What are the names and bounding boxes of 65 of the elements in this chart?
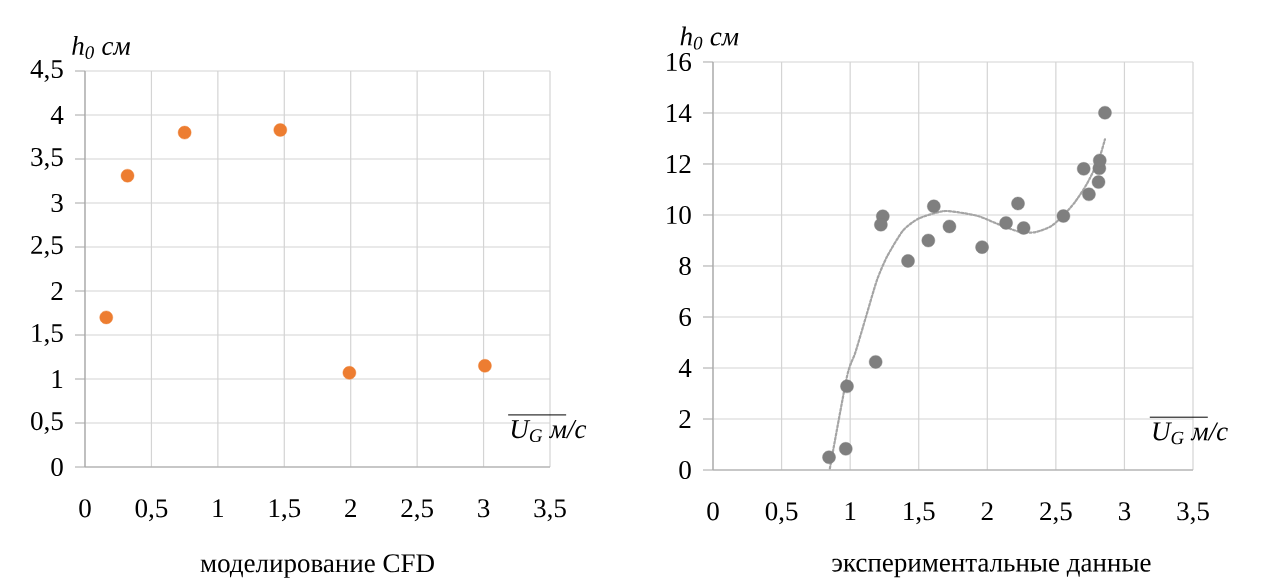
text: моделирование CFD (200, 554, 434, 578)
x-tick-label: 1,5 (904, 502, 935, 525)
y-tick-label: 10 (667, 205, 691, 225)
x-tick-label: 1 (845, 502, 856, 521)
point (874, 217, 888, 232)
x-tick-label: 2 (981, 502, 993, 521)
x-tick-label: 3 (478, 499, 490, 518)
x-tick-label: 0 (707, 502, 719, 521)
y-tick-label: 4 (678, 359, 692, 377)
point (942, 219, 957, 234)
x-axis-title: U$_{G}$ м/с (511, 420, 587, 443)
y-tick-label: 1,5 (32, 324, 63, 346)
x-tick-label: 2,5 (1040, 502, 1072, 525)
point (1098, 106, 1112, 120)
point (1077, 162, 1091, 176)
point (177, 125, 192, 140)
x-tick-label: 3,5 (534, 499, 566, 522)
point (868, 355, 883, 369)
y-tick-label: 14 (667, 104, 692, 122)
y-tick-label: 3 (51, 193, 63, 213)
x-tick-label: 2,5 (401, 499, 433, 522)
point (342, 366, 357, 380)
x-tick-label: 1 (213, 499, 223, 518)
y-tick-label: 2 (679, 410, 691, 428)
point (927, 199, 941, 214)
point (1082, 187, 1096, 202)
y-tick-label: 8 (679, 256, 691, 276)
x-axis-title: U$_{G}$ м/с (1153, 422, 1228, 445)
y-tick-label: 0,5 (31, 411, 63, 435)
point (1016, 221, 1031, 235)
point (901, 254, 915, 268)
x-tick-label: 3,5 (1177, 502, 1209, 525)
y-tick-label: 0 (679, 460, 691, 480)
point (478, 359, 492, 373)
x-tick-label: 0,5 (135, 499, 168, 522)
y-axis-title: h$_{0}$ см (72, 35, 130, 59)
x-tick-label: 0 (79, 499, 91, 518)
point (921, 233, 936, 248)
point (1011, 196, 1025, 211)
y-tick-label: 12 (667, 155, 691, 173)
y-tick-label: 4,5 (30, 60, 63, 82)
y-tick-label: 1 (52, 370, 63, 388)
y-tick-label: 3,5 (31, 147, 63, 171)
point (120, 169, 135, 183)
y-tick-label: 16 (667, 52, 692, 72)
x-tick-label: 1,5 (269, 499, 301, 522)
x-tick-label: 0,5 (765, 502, 798, 525)
x-tick-label: 2 (345, 499, 356, 518)
y-tick-label: 6 (679, 307, 692, 327)
point (1056, 209, 1071, 223)
point (975, 240, 989, 254)
point (99, 310, 113, 325)
point (999, 216, 1013, 230)
point (273, 123, 287, 137)
x-tick-label: 3 (1118, 502, 1131, 521)
point (1091, 175, 1106, 189)
y-tick-label: 2 (51, 282, 63, 300)
text: экспериментальные данные (832, 558, 1151, 578)
point (822, 450, 836, 464)
y-tick-label: 4 (50, 106, 64, 124)
point (839, 442, 853, 456)
y-axis-title: h$_{0}$ см (680, 26, 739, 50)
y-tick-label: 0 (51, 457, 63, 477)
y-tick-label: 2,5 (31, 235, 63, 259)
point (840, 379, 854, 394)
